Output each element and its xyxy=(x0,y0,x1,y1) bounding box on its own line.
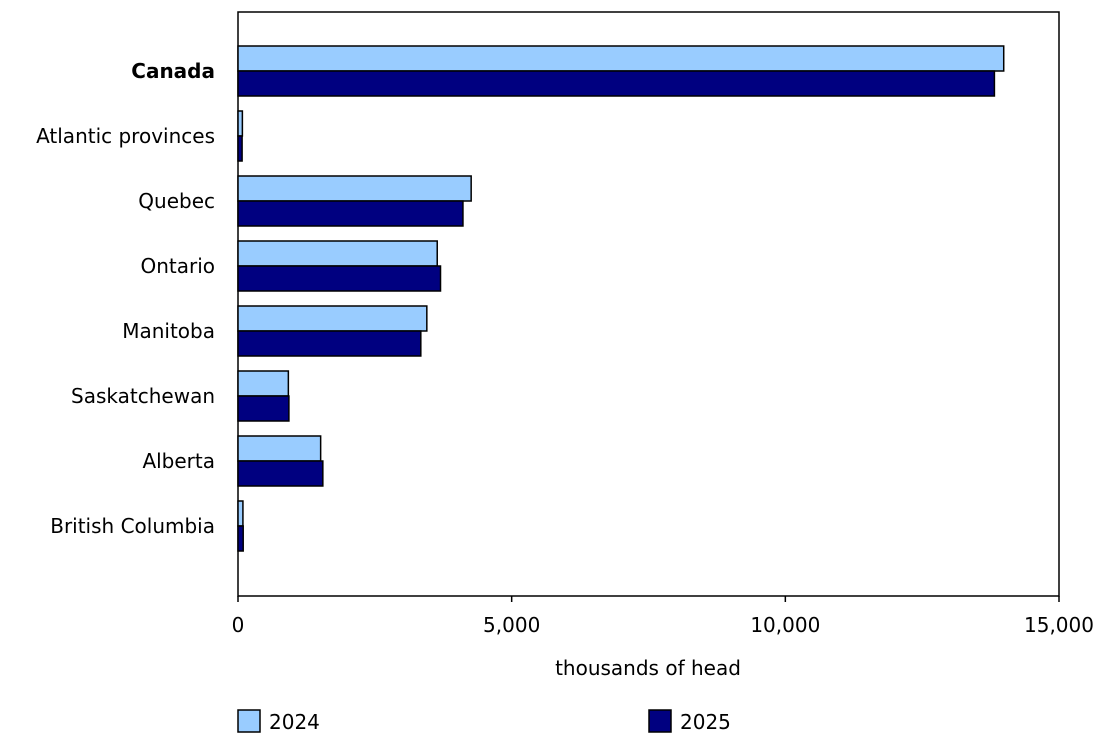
category-label-atlantic-provinces: Atlantic provinces xyxy=(36,124,215,148)
category-labels: Canada Atlantic provinces Quebec Ontario Man… xyxy=(36,59,215,538)
legend: 2024 2025 xyxy=(237,709,731,734)
legend-label-2025: 2025 xyxy=(680,710,731,734)
bar-alberta-2025 xyxy=(237,460,324,487)
bar-quebec-2024 xyxy=(237,175,472,202)
bar-alberta-2024 xyxy=(237,435,322,462)
category-label-british-columbia: British Columbia xyxy=(50,514,215,538)
bar-canada-2025 xyxy=(237,70,996,97)
bar-british-columbia-2025 xyxy=(237,525,244,552)
x-tick-label-1: 5,000 xyxy=(483,613,540,637)
bar-manitoba-2025 xyxy=(237,330,422,357)
category-label-alberta: Alberta xyxy=(142,449,215,473)
bars-group xyxy=(237,45,1005,552)
bar-saskatchewan-2024 xyxy=(237,370,290,397)
legend-label-2024: 2024 xyxy=(269,710,320,734)
bar-quebec-2025 xyxy=(237,200,464,227)
bar-canada-2024 xyxy=(237,45,1005,72)
bar-manitoba-2024 xyxy=(237,305,428,332)
category-label-ontario: Ontario xyxy=(140,254,215,278)
bar-ontario-2025 xyxy=(237,265,442,292)
x-tick-label-2: 10,000 xyxy=(750,613,820,637)
x-tick-label-3: 15,000 xyxy=(1024,613,1094,637)
bar-saskatchewan-2025 xyxy=(237,395,290,422)
x-axis-ticks: 0 5,000 10,000 15,000 xyxy=(232,596,1094,637)
plot-area-frame xyxy=(237,11,1060,597)
x-tick-label-0: 0 xyxy=(232,613,245,637)
legend-swatch-2025 xyxy=(648,709,672,733)
category-label-quebec: Quebec xyxy=(138,189,215,213)
x-axis-label: thousands of head xyxy=(555,656,741,680)
category-label-canada: Canada xyxy=(131,59,215,83)
category-label-manitoba: Manitoba xyxy=(122,319,215,343)
bar-atlantic-provinces-2024 xyxy=(237,110,244,137)
category-label-saskatchewan: Saskatchewan xyxy=(71,384,215,408)
bar-british-columbia-2024 xyxy=(237,500,244,527)
bar-ontario-2024 xyxy=(237,240,438,267)
bar-atlantic-provinces-2025 xyxy=(237,135,243,162)
legend-swatch-2024 xyxy=(237,709,261,733)
